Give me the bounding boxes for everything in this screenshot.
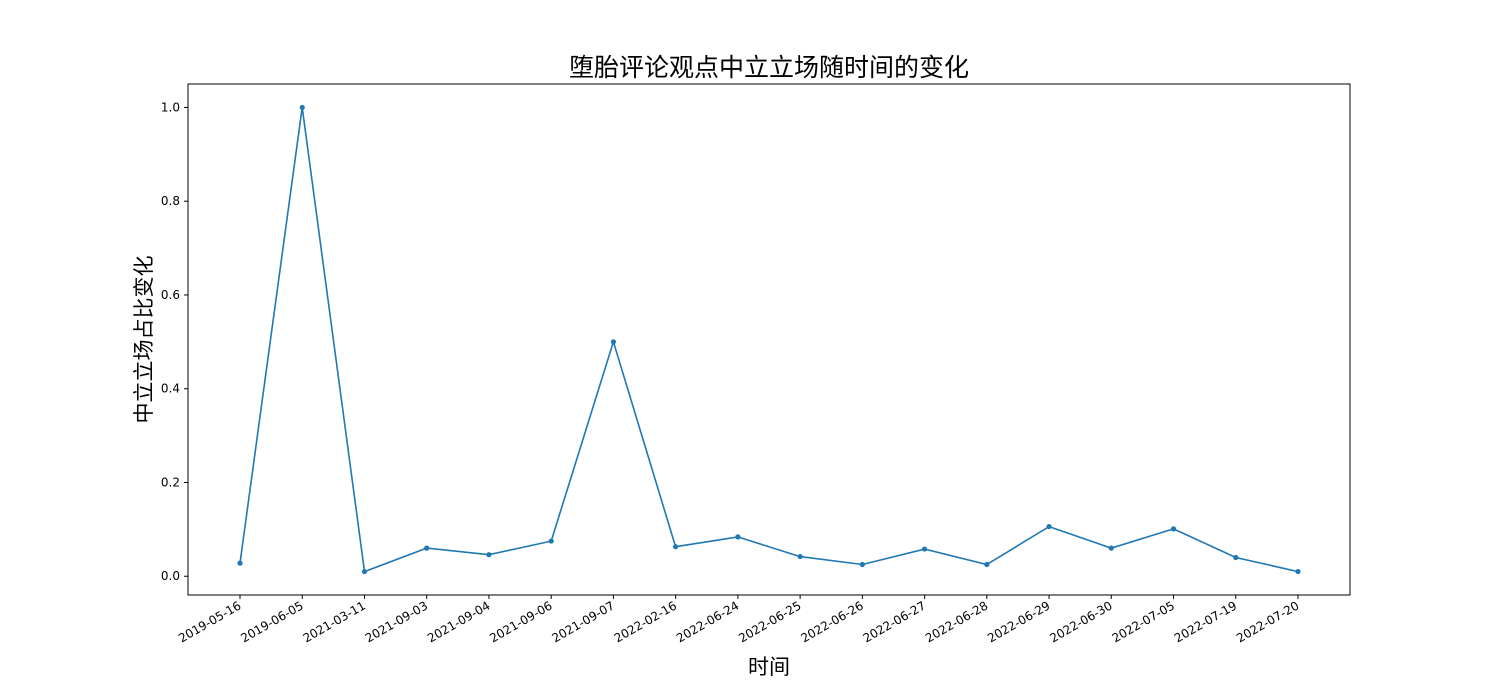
x-tick-label: 2022-07-05 <box>1110 598 1177 645</box>
data-point <box>1170 526 1177 532</box>
data-point <box>361 568 368 575</box>
x-tick-label: 2022-06-27 <box>861 598 928 645</box>
y-tick-label: 0.0 <box>161 569 180 583</box>
data-point <box>735 534 741 540</box>
data-point <box>486 552 492 558</box>
x-tick-label: 2022-06-24 <box>674 598 741 645</box>
x-tick-label: 2019-06-05 <box>238 598 305 645</box>
data-point <box>1295 568 1301 575</box>
x-tick-label: 2021-09-06 <box>487 598 554 645</box>
x-tick-label: 2022-07-20 <box>1234 598 1301 645</box>
data-point <box>1046 523 1052 530</box>
y-tick-label: 0.2 <box>161 475 180 489</box>
x-tick-label: 2021-09-03 <box>363 598 430 645</box>
data-point <box>1108 545 1114 551</box>
x-tick-label: 2021-03-11 <box>301 598 368 645</box>
data-point <box>237 560 243 566</box>
x-tick-label: 2022-02-16 <box>612 598 679 645</box>
data-point <box>859 561 865 568</box>
y-tick-label: 1.0 <box>161 100 180 114</box>
data-point <box>610 339 617 345</box>
x-tick-label: 2022-06-26 <box>798 598 865 645</box>
x-tick-label: 2022-06-25 <box>736 598 803 645</box>
data-point <box>921 546 928 552</box>
series-markers <box>237 104 1301 575</box>
data-point <box>424 545 430 551</box>
y-tick-label: 0.8 <box>161 194 180 208</box>
x-axis: 2019-05-162019-06-052021-03-112021-09-03… <box>176 595 1302 645</box>
data-point <box>299 104 305 111</box>
x-tick-label: 2022-07-19 <box>1172 598 1239 645</box>
x-tick-label: 2022-06-29 <box>985 598 1052 645</box>
data-point <box>548 538 554 544</box>
chart-title: 堕胎评论观点中立立场随时间的变化 <box>569 53 969 82</box>
data-point <box>797 553 803 560</box>
x-tick-label: 2022-06-30 <box>1047 598 1114 645</box>
y-axis: 0.0 0.2 0.4 0.6 0.8 1.0 <box>161 100 188 583</box>
x-tick-label: 2021-09-04 <box>425 598 492 645</box>
data-point <box>673 544 679 550</box>
series-line <box>239 107 1299 573</box>
y-tick-label: 0.6 <box>161 288 180 302</box>
plot-area <box>187 83 1351 596</box>
y-axis-label: 中立立场占比变化 <box>132 256 156 424</box>
y-tick-label: 0.4 <box>161 382 180 396</box>
data-point <box>984 561 990 568</box>
x-axis-label: 时间 <box>748 655 790 679</box>
x-tick-label: 2021-09-07 <box>550 598 617 645</box>
x-tick-label: 2022-06-28 <box>923 598 990 645</box>
x-tick-label: 2019-05-16 <box>176 598 243 645</box>
data-point <box>1233 554 1239 561</box>
